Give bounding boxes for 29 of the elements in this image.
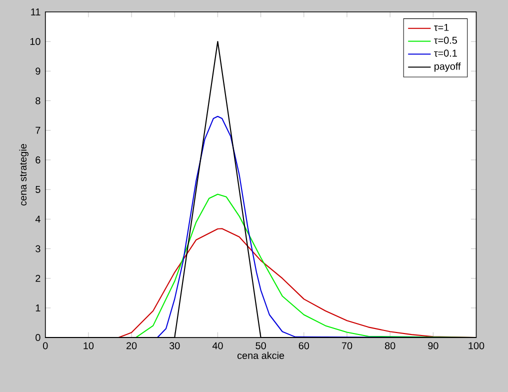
legend-label: τ=0.5 — [434, 36, 457, 44]
x-tick-label: 90 — [428, 342, 438, 350]
x-tick-label: 70 — [342, 342, 352, 350]
x-tick-label: 60 — [298, 342, 310, 350]
y-tick-label: 1 — [36, 304, 40, 312]
x-axis-title: cena akcie — [237, 352, 284, 359]
x-tick-label: 0 — [43, 342, 48, 350]
y-tick-label: 5 — [36, 186, 40, 193]
x-tick-label: 40 — [212, 342, 223, 350]
y-tick-label: 2 — [36, 274, 40, 282]
x-tick-label: 10 — [84, 342, 94, 350]
y-tick-label: 7 — [36, 126, 40, 134]
y-tick-label: 11 — [31, 8, 40, 16]
x-tick-label: 30 — [169, 342, 180, 350]
x-tick-label: 100 — [468, 342, 484, 350]
y-tick-label: 9 — [36, 68, 40, 75]
x-tick-label: 50 — [256, 342, 266, 350]
legend-label: τ=1 — [434, 24, 449, 31]
x-tick-label: 80 — [384, 342, 396, 350]
y-tick-label: 8 — [36, 97, 40, 104]
y-axis-title: cena strategie — [19, 144, 29, 206]
y-tick-label: 3 — [36, 245, 40, 252]
y-tick-label: 4 — [35, 216, 40, 222]
x-tick-label: 20 — [126, 342, 137, 350]
legend-label: τ=0.1 — [434, 50, 457, 57]
y-tick-label: 10 — [30, 38, 40, 45]
y-tick-label: 0 — [36, 334, 40, 341]
legend-label: payoff — [434, 62, 461, 72]
y-tick-label: 6 — [36, 156, 40, 164]
